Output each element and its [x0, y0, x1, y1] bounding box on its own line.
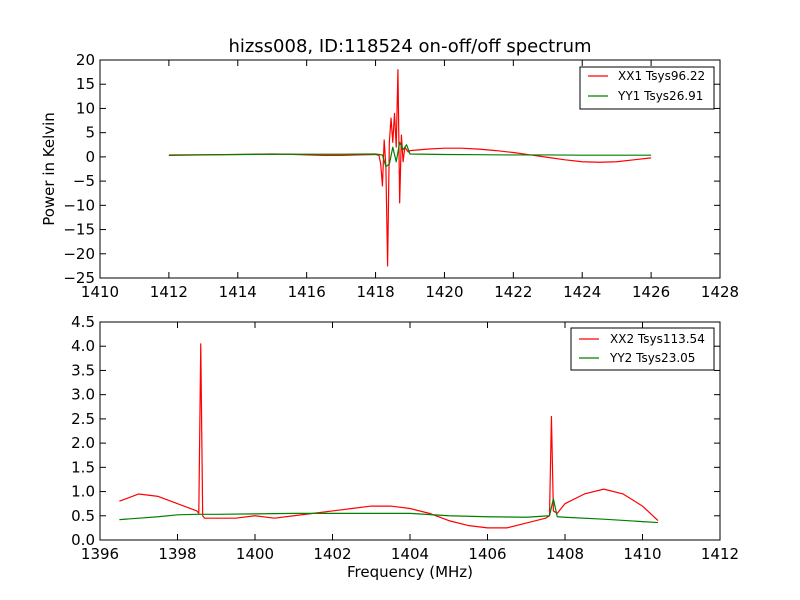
top-y-tick-label: 0 [85, 148, 95, 166]
top-x-tick-label: 1424 [563, 283, 601, 301]
bottom-x-tick-label: 1404 [391, 545, 429, 563]
top-x-tick-label: 1416 [288, 283, 326, 301]
bottom-y-tick-label: 1.0 [71, 483, 95, 501]
bottom-legend-label-xx2: XX2 Tsys113.54 [610, 332, 705, 346]
top-series-layer [168, 69, 652, 267]
bottom-x-tick-label: 1396 [81, 545, 119, 563]
bottom-y-tick-label: 0.5 [71, 507, 95, 525]
bottom-y-tick-label: 1.5 [71, 458, 95, 476]
bottom-panel: 1396 1398 1400 1402 1404 1406 1408 1410 1412 0.0 0… [71, 313, 739, 581]
bottom-x-tick-label: 1400 [236, 545, 274, 563]
top-x-tick-label: 1422 [494, 283, 532, 301]
bottom-y-tick-label: 4.5 [71, 313, 95, 331]
bottom-y-tick-label: 3.0 [71, 386, 95, 404]
top-x-tick-label: 1418 [356, 283, 394, 301]
bottom-legend: XX2 Tsys113.54 YY2 Tsys23.05 [570, 327, 715, 371]
bottom-y-tick-label: 2.0 [71, 434, 95, 452]
bottom-legend-box [570, 327, 715, 371]
top-y-tick-label: −15 [63, 221, 95, 239]
bottom-y-tick-label: 0.0 [71, 531, 95, 549]
top-x-tick-label: 1412 [150, 283, 188, 301]
bottom-series-layer [119, 343, 659, 529]
top-ticks: 1410 1412 1414 1416 1418 1420 1422 1424 1426 1428… [63, 51, 739, 301]
top-x-tick-label: 1426 [632, 283, 670, 301]
bottom-x-tick-label: 1412 [701, 545, 739, 563]
bottom-x-tick-label: 1410 [623, 545, 661, 563]
top-y-tick-label: 10 [76, 99, 95, 117]
bottom-y-tick-label: 3.5 [71, 361, 95, 379]
top-plot-frame [99, 59, 721, 279]
bottom-ticks: 1396 1398 1400 1402 1404 1406 1408 1410 1412 0.0 0… [71, 313, 739, 563]
top-y-tick-label: −5 [73, 172, 95, 190]
top-y-tick-label: 20 [76, 51, 95, 69]
top-chart-title: hizss008, ID:118524 on-off/off spectrum [228, 36, 591, 57]
bottom-y-tick-label: 2.5 [71, 410, 95, 428]
top-y-tick-label: −20 [63, 245, 95, 263]
top-y-tick-label: 5 [85, 124, 95, 142]
bottom-series-line-yy [119, 498, 659, 524]
top-x-tick-label: 1414 [219, 283, 257, 301]
top-x-tick-label: 1410 [81, 283, 119, 301]
top-legend-label-xx1: XX1 Tsys96.22 [618, 69, 705, 83]
bottom-series-line-xx [119, 343, 659, 529]
top-legend: XX1 Tsys96.22 YY1 Tsys26.91 [579, 66, 715, 110]
bottom-x-axis-label: Frequency (MHz) [347, 563, 473, 581]
bottom-y-tick-label: 4.0 [71, 337, 95, 355]
bottom-x-tick-label: 1408 [546, 545, 584, 563]
bottom-x-tick-label: 1398 [158, 545, 196, 563]
top-x-tick-label: 1420 [425, 283, 463, 301]
top-panel: 1410 1412 1414 1416 1418 1420 1422 1424 1426 1428… [40, 36, 739, 301]
top-y-axis-label: Power in Kelvin [40, 112, 58, 226]
top-y-tick-label: −10 [63, 196, 95, 214]
top-legend-label-yy1: YY1 Tsys26.91 [617, 89, 703, 103]
top-y-tick-label: 15 [76, 75, 95, 93]
top-series-line-yy [168, 141, 652, 168]
bottom-x-tick-label: 1402 [313, 545, 351, 563]
top-legend-box [579, 66, 715, 110]
top-x-tick-label: 1428 [701, 283, 739, 301]
bottom-x-tick-label: 1406 [468, 545, 506, 563]
bottom-legend-label-yy2: YY2 Tsys23.05 [609, 351, 695, 365]
top-y-tick-label: −25 [63, 269, 95, 287]
